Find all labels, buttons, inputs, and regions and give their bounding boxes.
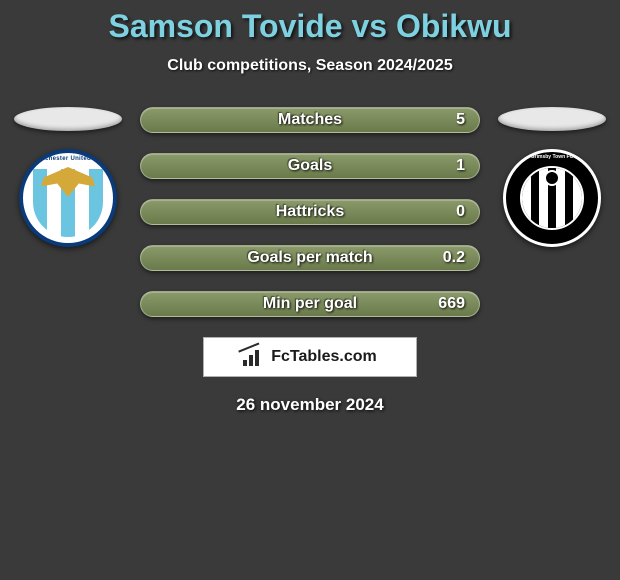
stat-bar-goals: Goals 1 bbox=[140, 153, 480, 179]
left-ellipse bbox=[14, 107, 122, 131]
stat-label: Goals per match bbox=[247, 249, 372, 267]
subtitle: Club competitions, Season 2024/2025 bbox=[0, 57, 620, 75]
stat-bar-min-per-goal: Min per goal 669 bbox=[140, 291, 480, 317]
stat-value: 0.2 bbox=[443, 249, 465, 267]
brand-box: FcTables.com bbox=[203, 337, 417, 377]
stat-value: 1 bbox=[456, 157, 465, 175]
stat-bar-goals-per-match: Goals per match 0.2 bbox=[140, 245, 480, 271]
brand-text: FcTables.com bbox=[271, 348, 377, 366]
right-ellipse bbox=[498, 107, 606, 131]
stat-value: 5 bbox=[456, 111, 465, 129]
stat-label: Hattricks bbox=[276, 203, 344, 221]
left-column: Colchester United FC bbox=[14, 107, 122, 247]
stat-bar-matches: Matches 5 bbox=[140, 107, 480, 133]
stat-value: 0 bbox=[456, 203, 465, 221]
right-crest-label: Grimsby Town FC bbox=[506, 154, 598, 160]
stats-column: Matches 5 Goals 1 Hattricks 0 Goals per … bbox=[140, 107, 480, 317]
stat-label: Min per goal bbox=[263, 295, 357, 313]
right-column: Grimsby Town FC bbox=[498, 107, 606, 247]
page-title: Samson Tovide vs Obikwu bbox=[0, 8, 620, 45]
stat-label: Goals bbox=[288, 157, 332, 175]
date-text: 26 november 2024 bbox=[236, 395, 383, 415]
stat-bar-hattricks: Hattricks 0 bbox=[140, 199, 480, 225]
ball-icon bbox=[544, 170, 560, 186]
left-crest-label: Colchester United FC bbox=[23, 156, 113, 162]
chart-icon bbox=[243, 348, 265, 366]
right-club-crest: Grimsby Town FC bbox=[503, 149, 601, 247]
comparison-card: Samson Tovide vs Obikwu Club competition… bbox=[0, 0, 620, 415]
main-row: Colchester United FC Matches 5 Goals 1 H… bbox=[0, 107, 620, 317]
stat-value: 669 bbox=[438, 295, 465, 313]
stat-label: Matches bbox=[278, 111, 342, 129]
footer: FcTables.com 26 november 2024 bbox=[0, 337, 620, 415]
left-club-crest: Colchester United FC bbox=[19, 149, 117, 247]
